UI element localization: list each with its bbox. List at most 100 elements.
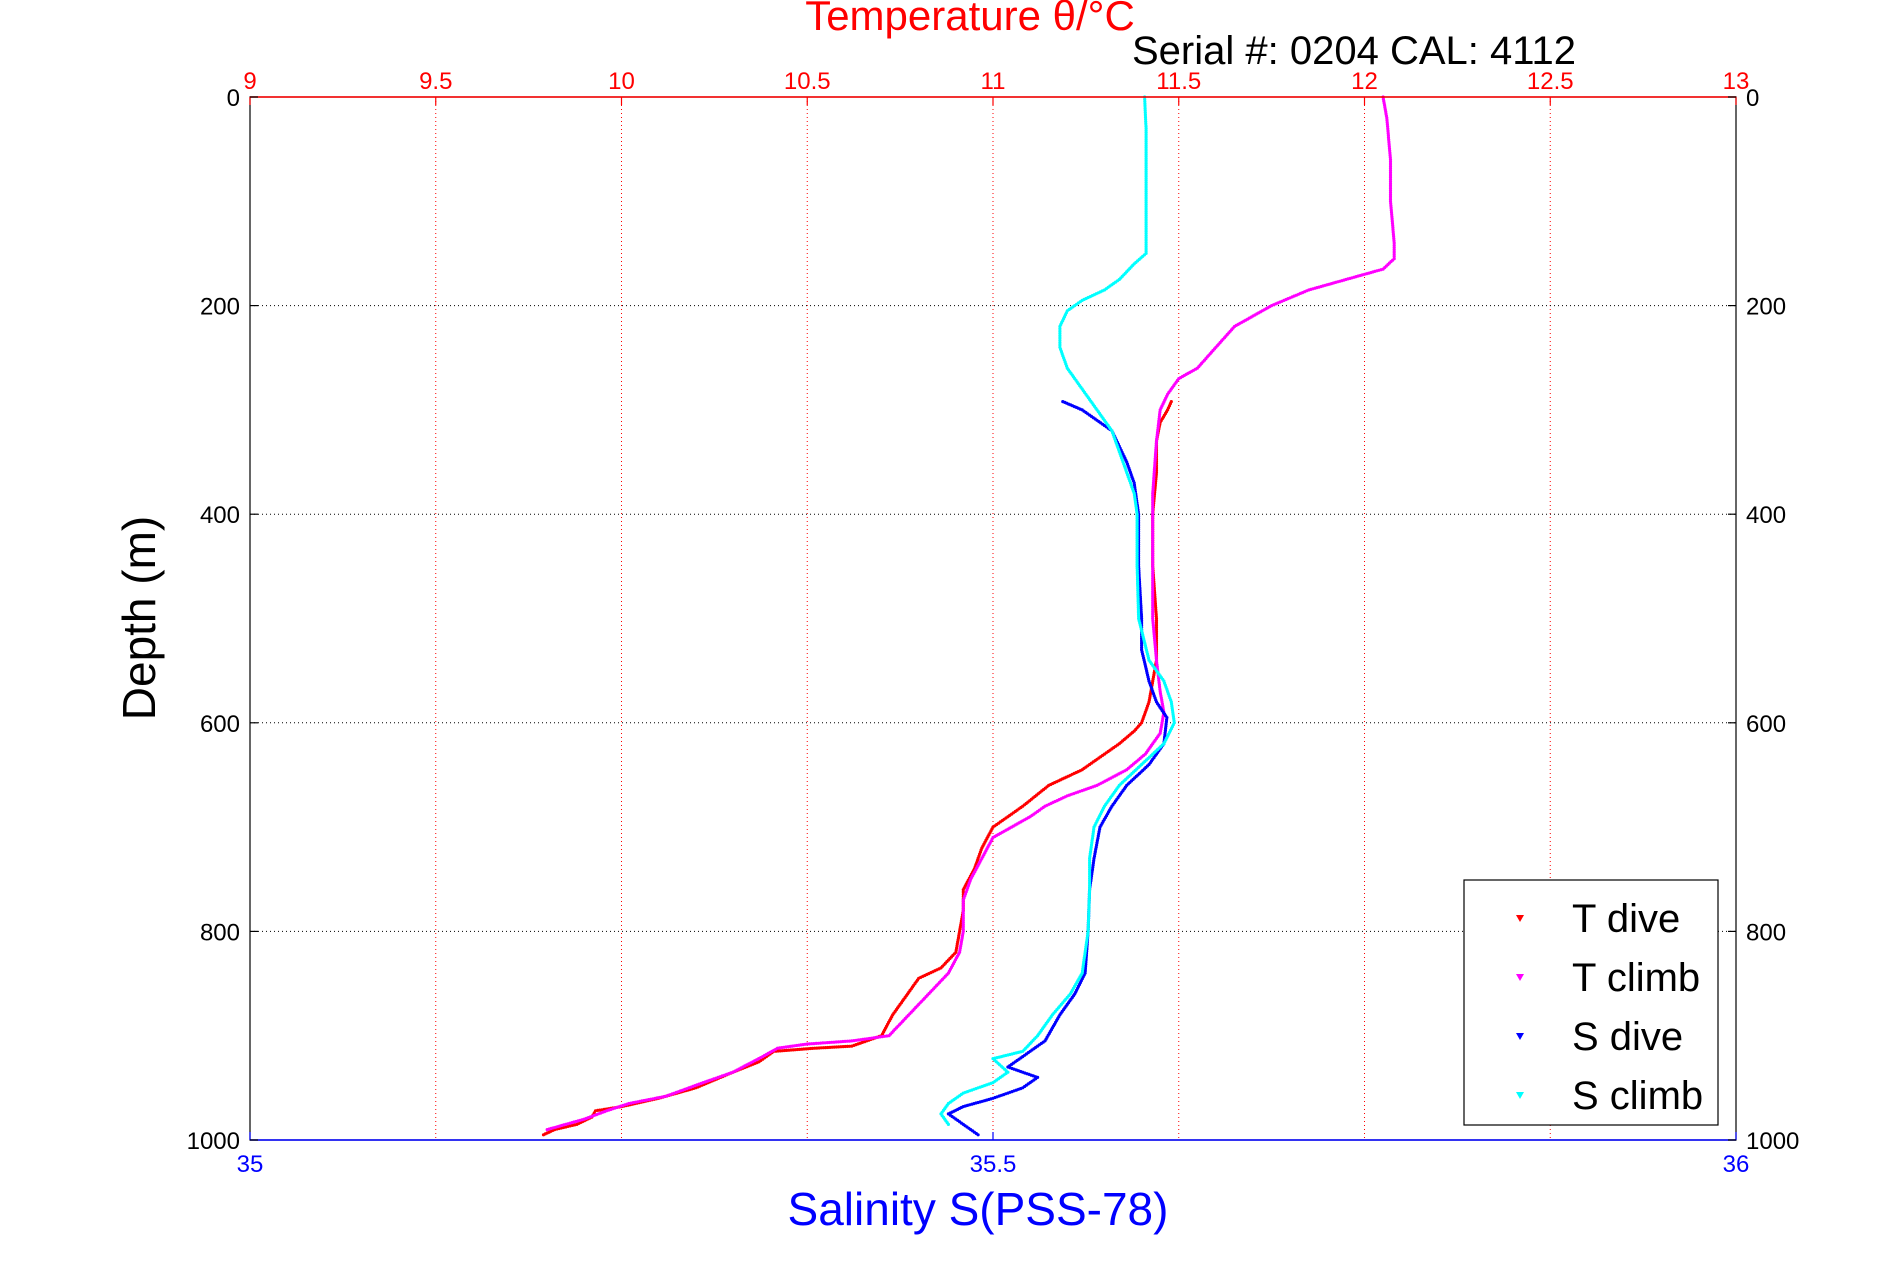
legend: T dive T climb S dive S climb: [1463, 879, 1719, 1126]
depth-tick-label-left: 200: [200, 294, 240, 321]
data-point: [1151, 498, 1155, 502]
temperature-tick-label: 10: [608, 68, 635, 95]
depth-tick-label-left: 600: [200, 711, 240, 738]
data-point: [1388, 177, 1393, 181]
data-point: [1151, 507, 1155, 511]
data-point: [1144, 146, 1148, 150]
data-point: [1088, 881, 1092, 885]
legend-marker: [1516, 915, 1524, 922]
data-point: [1088, 870, 1092, 874]
data-point: [821, 1041, 825, 1045]
data-point: [1144, 187, 1148, 191]
data-point: [1144, 220, 1148, 224]
data-point: [1087, 892, 1091, 896]
data-point: [1151, 563, 1155, 567]
data-point: [1144, 214, 1148, 218]
data-point: [1388, 164, 1393, 168]
series-t-climb: [545, 95, 1396, 1132]
data-point: [1151, 518, 1155, 522]
salinity-tick-label: 35: [237, 1151, 264, 1178]
data-point: [1144, 216, 1148, 220]
data-point: [1144, 234, 1148, 238]
data-point: [1388, 169, 1393, 173]
data-point: [1058, 343, 1062, 347]
data-point: [1143, 104, 1147, 108]
data-point: [1144, 222, 1148, 226]
data-point: [836, 1040, 841, 1044]
temperature-tick-label: 9.5: [419, 68, 452, 95]
temperature-tick-label: 13: [1723, 68, 1750, 95]
data-point: [1151, 574, 1155, 578]
data-point: [1058, 338, 1062, 342]
data-point: [1388, 186, 1393, 190]
data-point: [1151, 601, 1155, 605]
data-point: [1144, 211, 1148, 215]
data-point: [1135, 549, 1139, 553]
data-point: [1151, 592, 1155, 596]
depth-tick-label-right: 400: [1746, 502, 1786, 529]
salinity-tick-label: 36: [1723, 1151, 1750, 1178]
data-point: [1144, 154, 1148, 159]
data-point: [1144, 231, 1148, 235]
data-point: [1144, 207, 1148, 211]
data-point: [1144, 181, 1148, 185]
data-point: [1151, 610, 1155, 614]
data-point: [1151, 527, 1155, 531]
data-point: [1151, 543, 1155, 547]
data-point: [1144, 172, 1148, 176]
data-point: [1151, 534, 1155, 538]
data-point: [961, 911, 965, 916]
data-point: [961, 925, 965, 929]
data-point: [1151, 561, 1155, 565]
data-point: [961, 909, 965, 913]
legend-marker: [1516, 974, 1524, 981]
data-point: [1154, 627, 1159, 632]
temperature-tick-label: 10.5: [784, 68, 831, 95]
temperature-tick-label: 11: [981, 68, 1006, 95]
data-point: [1143, 97, 1147, 101]
data-point: [1058, 327, 1062, 331]
data-point: [1135, 569, 1139, 573]
data-point: [1388, 166, 1393, 170]
data-point: [1088, 885, 1092, 890]
data-point: [1135, 545, 1139, 549]
data-point: [1151, 565, 1155, 569]
data-point: [1151, 514, 1155, 518]
legend-label: T climb: [1572, 956, 1700, 1000]
data-point: [961, 888, 965, 892]
data-point: [830, 1040, 834, 1044]
data-point: [1088, 879, 1092, 883]
data-point: [1151, 536, 1155, 540]
data-point: [1392, 245, 1396, 250]
data-point: [1144, 242, 1148, 247]
data-point: [1144, 165, 1148, 169]
data-point: [1154, 658, 1159, 662]
data-point: [1135, 543, 1139, 547]
data-point: [1144, 238, 1148, 242]
temperature-tick-label: 11.5: [1156, 68, 1201, 95]
data-point: [1144, 225, 1148, 229]
data-point: [1388, 195, 1393, 199]
data-point: [1151, 599, 1155, 603]
data-point: [1144, 236, 1148, 240]
data-point: [961, 890, 965, 894]
data-point: [1151, 520, 1155, 525]
data-point: [1135, 521, 1139, 525]
data-point: [961, 920, 965, 925]
data-point: [1136, 608, 1140, 612]
data-point: [1144, 141, 1148, 146]
data-point: [1144, 227, 1148, 231]
data-point: [961, 905, 965, 909]
data-point: [1135, 562, 1139, 566]
data-point: [1151, 596, 1155, 601]
data-point: [1388, 171, 1393, 175]
data-point: [1058, 324, 1062, 329]
data-point: [1151, 576, 1155, 580]
data-point: [1151, 516, 1155, 520]
data-point: [1388, 160, 1393, 164]
data-point: [1151, 491, 1155, 495]
temperature-tick-label: 9: [243, 68, 256, 95]
data-point: [1144, 150, 1148, 154]
data-point: [1135, 519, 1139, 523]
